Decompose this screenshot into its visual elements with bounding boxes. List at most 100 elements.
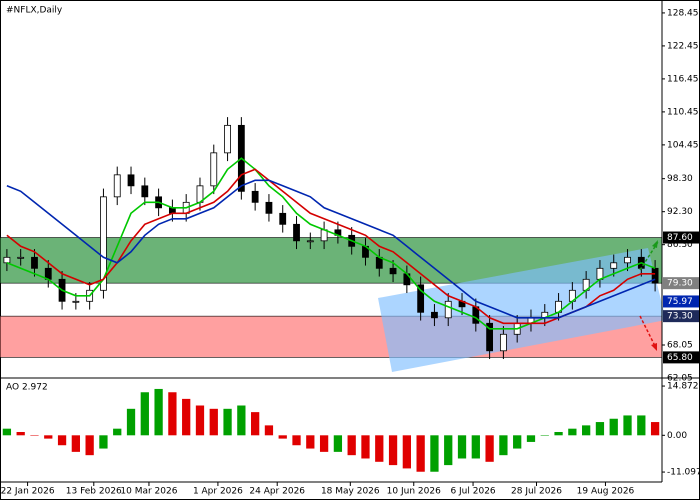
price-label: 87.60 bbox=[667, 233, 693, 243]
candle-body bbox=[624, 256, 631, 264]
ao-bar bbox=[182, 398, 191, 436]
candle-body bbox=[389, 267, 397, 275]
ao-bar bbox=[237, 405, 246, 436]
candle-body bbox=[72, 300, 80, 303]
ao-bar bbox=[513, 435, 522, 449]
down-arrow bbox=[639, 315, 657, 349]
candle-body bbox=[486, 322, 494, 352]
ao-bar bbox=[126, 408, 136, 436]
price-label-bg bbox=[663, 310, 699, 323]
moving-average bbox=[6, 179, 656, 319]
moving-average bbox=[6, 168, 656, 325]
price-label-bg bbox=[663, 295, 699, 308]
candle-body bbox=[127, 174, 135, 187]
x-tick-label: 6 Jul 2026 bbox=[450, 487, 495, 497]
y-tick-label: 104.45 bbox=[667, 140, 699, 150]
ao-bar bbox=[154, 388, 163, 436]
price-label: 73.30 bbox=[667, 312, 693, 322]
candle-body bbox=[224, 124, 231, 154]
y-tick-label: 98.30 bbox=[667, 174, 693, 184]
price-label-bg bbox=[663, 351, 699, 364]
ao-bar bbox=[402, 435, 411, 469]
plot bbox=[3, 117, 659, 360]
ao-bar bbox=[319, 435, 329, 452]
price-label-bg bbox=[663, 231, 699, 244]
ao-bar bbox=[361, 435, 370, 459]
chart-title: #NFLX,Daily bbox=[6, 6, 63, 16]
ao-bar bbox=[99, 435, 108, 449]
down-arrow-head bbox=[651, 343, 657, 351]
zones bbox=[0, 237, 663, 358]
x-tick-label: 1 Apr 2026 bbox=[193, 487, 243, 497]
candle-body bbox=[431, 311, 438, 319]
ao-bar bbox=[444, 435, 453, 466]
x-tick-label: 10 Mar 2026 bbox=[120, 487, 177, 497]
y-tick-label: 92.30 bbox=[667, 207, 693, 217]
price-label: 75.97 bbox=[667, 297, 693, 307]
ao-bar bbox=[637, 415, 646, 436]
ao-bar bbox=[582, 425, 591, 436]
x-tick-label: 24 Apr 2026 bbox=[249, 487, 305, 497]
price-label: 65.80 bbox=[667, 353, 693, 363]
candle-body bbox=[141, 185, 149, 198]
x-tick-label: 13 Feb 2026 bbox=[66, 487, 122, 497]
ao-bar bbox=[71, 435, 80, 452]
ao-bar bbox=[595, 422, 605, 436]
candle-body bbox=[100, 196, 107, 291]
x-tick-label: 19 Aug 2026 bbox=[577, 487, 635, 497]
ao-bar bbox=[416, 435, 425, 472]
y-tick-label: -11.097 bbox=[667, 468, 700, 478]
ao-bar bbox=[30, 435, 39, 436]
candle-body bbox=[499, 333, 507, 352]
moving-average bbox=[6, 157, 656, 330]
ao-bar bbox=[306, 435, 315, 449]
y-tick-label: 122.45 bbox=[667, 41, 699, 51]
candle-body bbox=[610, 262, 618, 269]
y-tick-label: 128.45 bbox=[667, 8, 699, 18]
ao-bar bbox=[44, 435, 53, 439]
candle-body bbox=[651, 267, 659, 284]
candle-body bbox=[293, 223, 300, 242]
ao-bar bbox=[347, 435, 356, 456]
ao-bar bbox=[57, 435, 67, 446]
candle-body bbox=[3, 256, 11, 264]
ao-bar bbox=[209, 408, 218, 436]
ao-bar bbox=[16, 431, 25, 436]
x-tick-label: 10 Jun 2026 bbox=[387, 487, 441, 497]
ao-bar bbox=[526, 435, 536, 442]
ao-bar bbox=[430, 435, 439, 472]
ao-bar bbox=[471, 435, 480, 459]
ao-bar bbox=[499, 435, 508, 456]
candle-body bbox=[31, 256, 38, 269]
candle-body bbox=[306, 240, 314, 243]
up-arrow-head bbox=[652, 240, 658, 248]
y-tick-label: 68.05 bbox=[667, 341, 693, 351]
candle-body bbox=[279, 212, 287, 225]
ao-bar bbox=[85, 435, 94, 456]
ao-bar bbox=[623, 415, 632, 436]
channel bbox=[378, 248, 666, 372]
ao-bar bbox=[168, 392, 177, 436]
price-label: 79.30 bbox=[667, 279, 693, 289]
x-tick-label: 22 Jan 2026 bbox=[1, 487, 55, 497]
ao-bar bbox=[609, 418, 618, 436]
ao-bar bbox=[540, 435, 549, 436]
y-tick-label: 86.30 bbox=[667, 240, 693, 250]
ao-bar bbox=[485, 435, 494, 462]
ao-bar bbox=[140, 392, 149, 436]
ao-bar bbox=[195, 405, 205, 436]
ao-bar bbox=[2, 428, 12, 436]
oscillator-title: AO 2.972 bbox=[6, 383, 48, 393]
ao-bar bbox=[375, 435, 384, 462]
ao-bar bbox=[650, 422, 660, 436]
ao-bar bbox=[278, 435, 287, 439]
candle-body bbox=[251, 190, 259, 203]
ao-bar bbox=[113, 428, 122, 436]
ao-bar bbox=[292, 435, 301, 446]
x-tick-label: 28 Jul 2026 bbox=[511, 487, 562, 497]
ao-bar bbox=[223, 408, 232, 436]
candle-body bbox=[210, 152, 218, 187]
ao-bar bbox=[251, 412, 260, 436]
candle-body bbox=[444, 300, 452, 319]
